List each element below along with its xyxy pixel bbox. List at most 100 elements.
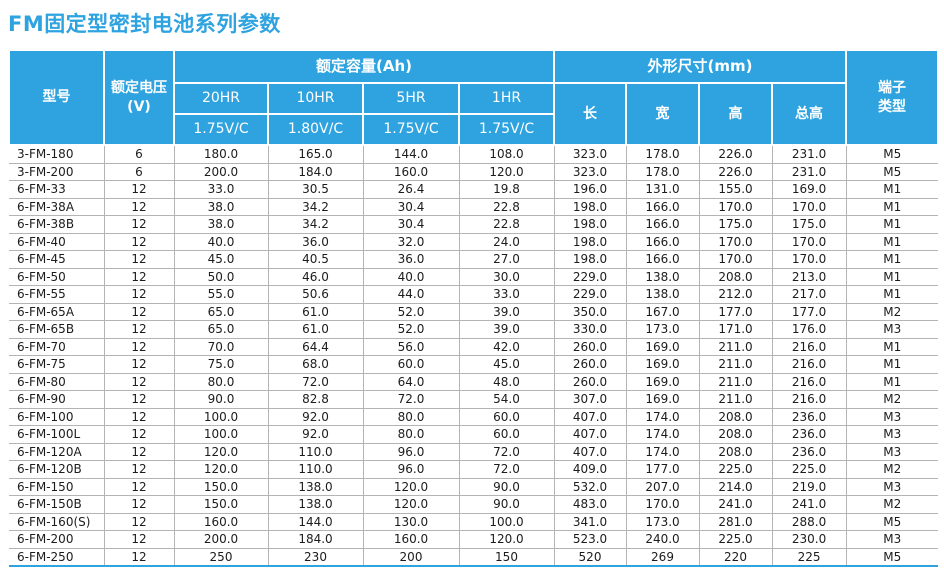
col-header-10hr: 10HR (267, 82, 364, 115)
cell-cap-5hr: 120.0 (362, 477, 460, 496)
cell-total-height: 217.0 (771, 285, 847, 304)
cell-terminal-type: M2 (845, 390, 939, 409)
cell-width: 166.0 (625, 250, 700, 269)
cell-cap-1hr: 100.0 (458, 512, 555, 531)
cell-voltage: 12 (103, 232, 175, 251)
cell-cap-20hr: 55.0 (173, 285, 269, 304)
cell-cap-5hr: 56.0 (362, 337, 460, 356)
cell-cap-20hr: 90.0 (173, 390, 269, 409)
cell-cap-5hr: 64.0 (362, 372, 460, 391)
table-row: 6-FM-75 12 75.0 68.0 60.0 45.0 260.0 169.0 211.0… (9, 355, 939, 374)
table-row: 6-FM-33 12 33.0 30.5 26.4 19.8 196.0 131.0 155.0… (9, 180, 939, 199)
cell-model: 6-FM-65B (9, 320, 105, 339)
cell-height: 226.0 (698, 144, 773, 164)
cell-cap-10hr: 110.0 (267, 460, 364, 479)
cell-width: 174.0 (625, 442, 700, 461)
cell-width: 178.0 (625, 162, 700, 181)
cell-total-height: 213.0 (771, 267, 847, 286)
cell-cap-10hr: 184.0 (267, 162, 364, 181)
cell-voltage: 12 (103, 372, 175, 391)
cell-cap-20hr: 33.0 (173, 180, 269, 199)
cell-height: 226.0 (698, 162, 773, 181)
table-row: 6-FM-250 12 250 230 200 150 520 269 220 225 M5 (9, 547, 939, 567)
cell-model: 6-FM-75 (9, 355, 105, 374)
cell-cap-5hr: 160.0 (362, 162, 460, 181)
cell-cap-1hr: 45.0 (458, 355, 555, 374)
cell-terminal-type: M3 (845, 477, 939, 496)
cell-length: 523.0 (553, 530, 627, 549)
cell-total-height: 219.0 (771, 477, 847, 496)
cell-height: 170.0 (698, 197, 773, 216)
cell-cap-10hr: 34.2 (267, 197, 364, 216)
cell-cap-5hr: 44.0 (362, 285, 460, 304)
cell-cap-10hr: 110.0 (267, 442, 364, 461)
cell-cap-5hr: 26.4 (362, 180, 460, 199)
col-header-voltage: 额定电压 (V) (103, 49, 175, 146)
cell-width: 178.0 (625, 144, 700, 164)
cell-cap-5hr: 40.0 (362, 267, 460, 286)
cell-total-height: 225.0 (771, 460, 847, 479)
cell-terminal-type: M3 (845, 530, 939, 549)
cell-length: 229.0 (553, 285, 627, 304)
cell-total-height: 169.0 (771, 180, 847, 199)
cell-width: 166.0 (625, 215, 700, 234)
cell-voltage: 12 (103, 495, 175, 514)
cell-terminal-type: M3 (845, 320, 939, 339)
cell-cap-20hr: 40.0 (173, 232, 269, 251)
cell-cap-1hr: 54.0 (458, 390, 555, 409)
col-header-length: 长 (553, 82, 627, 146)
cell-cap-20hr: 70.0 (173, 337, 269, 356)
cell-cap-10hr: 92.0 (267, 425, 364, 444)
table-row: 6-FM-40 12 40.0 36.0 32.0 24.0 198.0 166.0 170.0… (9, 232, 939, 251)
cell-cap-1hr: 22.8 (458, 215, 555, 234)
col-header-total-height: 总高 (770, 82, 848, 146)
cell-cap-1hr: 27.0 (458, 250, 555, 269)
cell-model: 6-FM-120A (9, 442, 105, 461)
page: FM固定型密封电池系列参数 型号 额定电压 (V) 额定容量(Ah) 外形尺寸(… (8, 12, 940, 567)
cell-cap-1hr: 150 (458, 547, 555, 567)
cell-terminal-type: M3 (845, 425, 939, 444)
cell-cap-1hr: 90.0 (458, 477, 555, 496)
table-row: 6-FM-160(S) 12 160.0 144.0 130.0 100.0 341.0 17… (9, 512, 939, 531)
cell-total-height: 288.0 (771, 512, 847, 531)
cell-terminal-type: M1 (845, 355, 939, 374)
cell-cap-10hr: 92.0 (267, 407, 364, 426)
table-row: 6-FM-55 12 55.0 50.6 44.0 33.0 229.0 138.0 212.0… (9, 285, 939, 304)
cell-model: 3-FM-180 (9, 144, 105, 164)
cell-cap-10hr: 64.4 (267, 337, 364, 356)
terminal-label-line1: 端子 (878, 80, 907, 97)
cell-height: 225.0 (698, 530, 773, 549)
cell-terminal-type: M1 (845, 285, 939, 304)
cell-total-height: 236.0 (771, 407, 847, 426)
cell-total-height: 176.0 (771, 320, 847, 339)
col-header-5hr-cutoff: 1.75V/C (362, 113, 460, 146)
table-row: 6-FM-120B 12 120.0 110.0 96.0 72.0 409.0 177.0 2… (9, 460, 939, 479)
cell-voltage: 12 (103, 425, 175, 444)
cell-width: 169.0 (625, 390, 700, 409)
cell-cap-1hr: 30.0 (458, 267, 555, 286)
cell-terminal-type: M1 (845, 232, 939, 251)
cell-cap-20hr: 80.0 (173, 372, 269, 391)
cell-cap-5hr: 52.0 (362, 302, 460, 321)
cell-cap-1hr: 72.0 (458, 460, 555, 479)
cell-height: 225.0 (698, 460, 773, 479)
cell-length: 198.0 (553, 215, 627, 234)
cell-cap-5hr: 130.0 (362, 512, 460, 531)
cell-cap-20hr: 38.0 (173, 215, 269, 234)
cell-width: 173.0 (625, 320, 700, 339)
cell-cap-10hr: 144.0 (267, 512, 364, 531)
cell-cap-5hr: 32.0 (362, 232, 460, 251)
cell-height: 211.0 (698, 355, 773, 374)
cell-cap-1hr: 90.0 (458, 495, 555, 514)
cell-voltage: 12 (103, 407, 175, 426)
cell-voltage: 12 (103, 547, 175, 567)
cell-cap-1hr: 120.0 (458, 162, 555, 181)
cell-total-height: 236.0 (771, 425, 847, 444)
cell-cap-5hr: 30.4 (362, 215, 460, 234)
cell-model: 6-FM-50 (9, 267, 105, 286)
cell-voltage: 12 (103, 355, 175, 374)
cell-terminal-type: M1 (845, 250, 939, 269)
cell-length: 198.0 (553, 197, 627, 216)
table-row: 6-FM-150B 12 150.0 138.0 120.0 90.0 483.0 170.0… (9, 495, 939, 514)
table-row: 6-FM-120A 12 120.0 110.0 96.0 72.0 407.0 174.0 2… (9, 442, 939, 461)
